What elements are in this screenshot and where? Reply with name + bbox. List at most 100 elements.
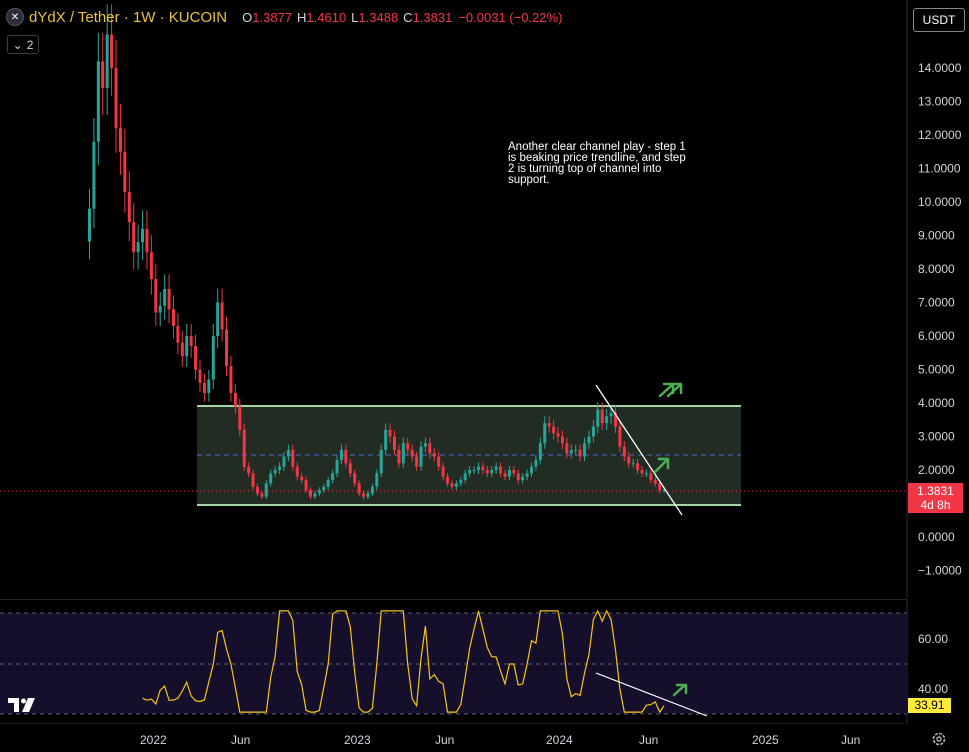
candle-body: [401, 443, 405, 464]
candle-body: [185, 336, 189, 357]
candle-body: [123, 151, 127, 192]
price-chart[interactable]: 14.0000 13.0000 12.0000 11.0000 10.0000 9.000…: [0, 0, 969, 598]
rsi-line: [142, 609, 665, 714]
candle-body: [110, 34, 114, 68]
candle-body: [357, 483, 361, 494]
time-axis[interactable]: 2022 Jun 2023 Jun 2024 Jun 2025 Jun: [0, 723, 969, 752]
open-value: 1.3877: [252, 9, 293, 25]
price-axis-label: 12.0000: [918, 128, 962, 142]
candle-body: [552, 426, 556, 434]
price-axis[interactable]: 14.0000 13.0000 12.0000 11.0000 10.0000 9.000…: [918, 61, 962, 578]
price-axis-label: 8.0000: [918, 262, 955, 276]
candle-body: [348, 463, 352, 474]
tradingview-logo-icon[interactable]: [8, 696, 40, 714]
candle-body: [485, 470, 489, 474]
close-key: C: [403, 9, 413, 25]
candle-body: [176, 325, 180, 343]
candle-body: [450, 483, 454, 487]
candle-body: [154, 279, 158, 313]
low-value: 1.3488: [358, 9, 399, 25]
candle-body: [530, 466, 533, 474]
price-axis-label: 2.0000: [918, 463, 955, 477]
candle-body: [613, 413, 617, 427]
change-value: −0.0031 (−0.22%): [458, 9, 563, 25]
rsi-axis-label: 40.00: [918, 682, 948, 696]
price-trendline[interactable]: [595, 384, 683, 516]
price-axis-label: 0.0000: [918, 530, 955, 544]
rsi-value-tag: 33.91: [908, 698, 951, 713]
price-axis-label: 5.0000: [918, 363, 955, 377]
candle-body: [662, 490, 666, 492]
candle-body: [472, 470, 476, 471]
candle-body: [644, 473, 648, 475]
candle-body: [481, 466, 485, 470]
candle-body: [105, 34, 109, 89]
candle-body: [202, 382, 206, 393]
price-axis-label: 11.0000: [918, 162, 961, 176]
rsi-pane[interactable]: 60.00 40.00: [0, 599, 969, 723]
candle-body: [454, 483, 458, 487]
candle-body: [216, 302, 220, 336]
candle-body: [211, 336, 215, 380]
candle-body: [543, 423, 547, 444]
candle-body: [189, 336, 193, 347]
candle-body: [132, 222, 136, 253]
chevron-down-icon: ⌄: [12, 37, 23, 52]
candle-body: [596, 409, 600, 427]
symbol-title[interactable]: dYdX / Tether · 1W · KUCOIN: [29, 8, 228, 26]
candle-body: [136, 242, 140, 253]
chart-annotation-text[interactable]: Another clear channel play - step 1 is b…: [508, 141, 686, 186]
candle-body: [269, 473, 273, 484]
candle-body: [286, 449, 290, 457]
up-arrow-icon: [672, 683, 688, 697]
candle-body: [490, 470, 494, 474]
time-label: 2022: [140, 733, 167, 747]
candle-body: [569, 449, 573, 454]
candle-body: [446, 476, 450, 484]
candle-body: [141, 228, 145, 243]
candle-body: [220, 302, 224, 330]
candle-body: [384, 429, 388, 450]
candle-body: [309, 490, 312, 497]
candle-body: [317, 490, 321, 494]
candle-body: [353, 473, 357, 484]
currency-selector[interactable]: USDT: [913, 8, 965, 32]
candle-body: [163, 289, 167, 306]
candle-body: [631, 463, 635, 465]
gear-icon[interactable]: [931, 731, 947, 747]
candle-body: [512, 470, 516, 474]
candle-body: [423, 443, 427, 447]
candle-body: [88, 208, 91, 242]
candle-body: [247, 466, 251, 474]
price-axis-label: 7.0000: [918, 296, 955, 310]
candle-body: [640, 470, 644, 474]
candle-body: [622, 446, 626, 457]
indicator-toggle-button[interactable]: ⌄ 2: [7, 35, 39, 54]
candle-body: [653, 480, 657, 484]
high-key: H: [297, 9, 307, 25]
rsi-trendline[interactable]: [595, 672, 708, 717]
up-arrow-icon: [658, 382, 683, 398]
candle-body: [410, 449, 414, 457]
close-value: 1.3831: [412, 9, 453, 25]
candle-body: [587, 436, 591, 444]
current-price-value: 1.3831: [917, 484, 954, 498]
candle-body: [273, 470, 277, 474]
candle-body: [441, 466, 445, 477]
bar-countdown: 4d 8h: [920, 498, 951, 512]
candle-body: [388, 429, 392, 437]
candle-body: [366, 493, 370, 497]
candle-body: [260, 493, 264, 497]
candle-body: [392, 436, 396, 450]
price-axis-label: 13.0000: [918, 95, 962, 109]
candle-body: [335, 459, 339, 474]
candle-body: [229, 366, 233, 393]
candle-body: [406, 443, 410, 450]
candle-body: [238, 406, 242, 430]
candle-body: [118, 128, 122, 152]
candle-body: [233, 392, 237, 407]
candle-body: [242, 429, 246, 467]
candle-body: [171, 309, 175, 326]
current-price-tag: 1.3831 4d 8h: [908, 483, 963, 513]
candle-body: [255, 486, 259, 494]
